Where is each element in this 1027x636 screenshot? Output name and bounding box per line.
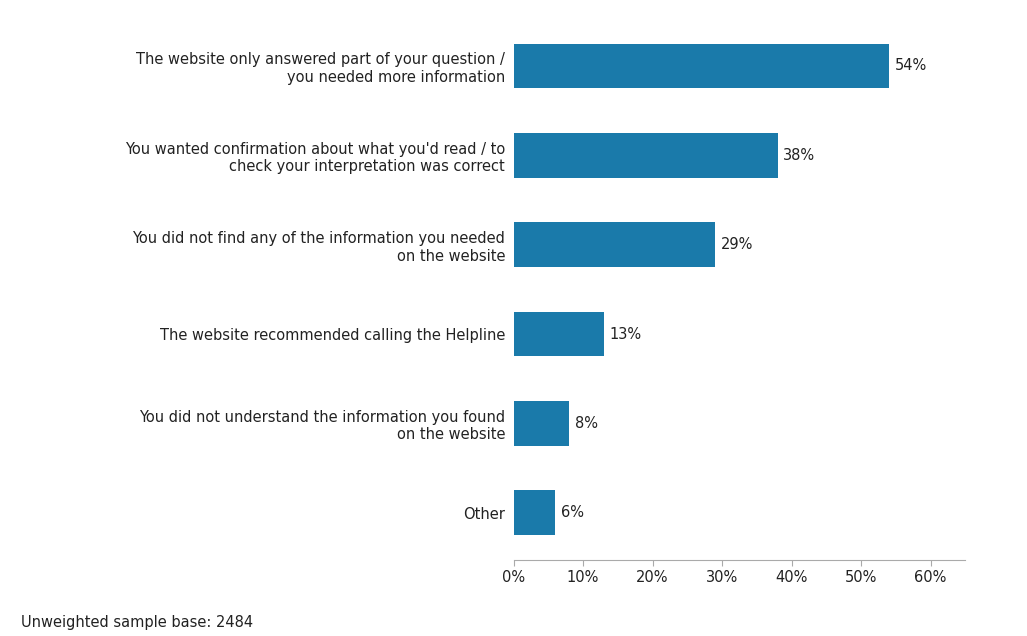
Text: 8%: 8% bbox=[575, 416, 598, 431]
Text: 13%: 13% bbox=[609, 326, 642, 342]
Bar bbox=[514, 133, 777, 177]
Bar bbox=[514, 312, 604, 356]
Text: 6%: 6% bbox=[561, 505, 583, 520]
Bar bbox=[514, 223, 715, 267]
Bar bbox=[514, 44, 889, 88]
Bar bbox=[514, 401, 569, 446]
Text: 29%: 29% bbox=[721, 237, 753, 252]
Text: Unweighted sample base: 2484: Unweighted sample base: 2484 bbox=[21, 614, 253, 630]
Bar bbox=[514, 490, 556, 535]
Text: 54%: 54% bbox=[895, 59, 926, 74]
Text: 38%: 38% bbox=[784, 148, 815, 163]
